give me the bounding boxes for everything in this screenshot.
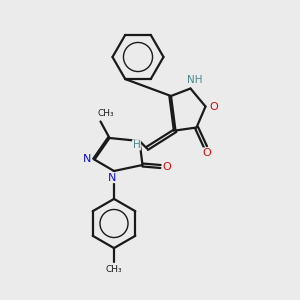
Text: NH: NH: [187, 75, 203, 85]
Text: O: O: [202, 148, 211, 158]
Text: N: N: [107, 172, 116, 183]
Text: CH₃: CH₃: [98, 109, 114, 118]
Text: CH₃: CH₃: [106, 266, 122, 274]
Text: O: O: [163, 161, 172, 172]
Text: N: N: [83, 154, 91, 164]
Text: H: H: [133, 140, 140, 150]
Text: O: O: [209, 101, 218, 112]
